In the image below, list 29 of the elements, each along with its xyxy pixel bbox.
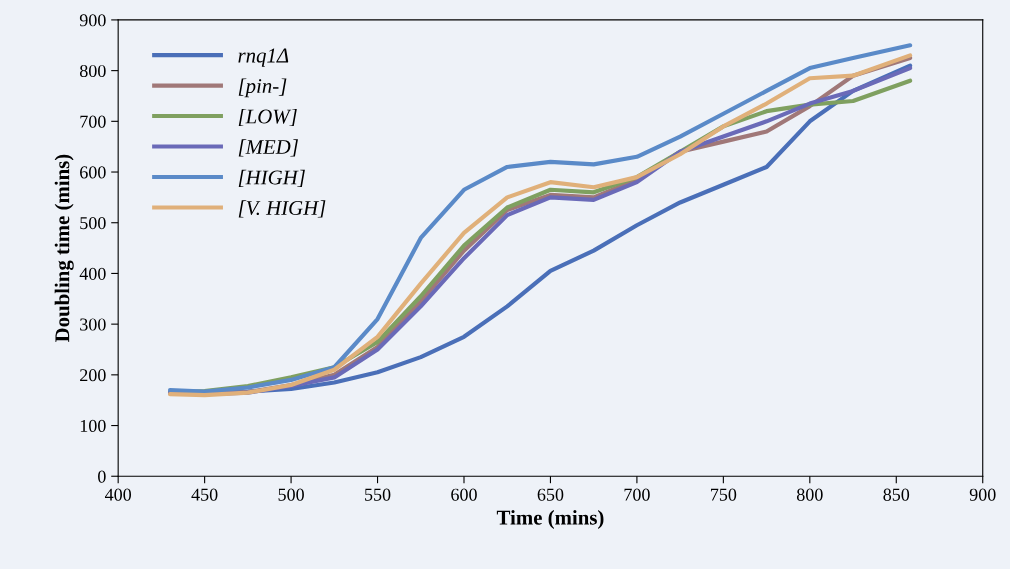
y-tick-label: 600 (80, 166, 106, 179)
y-tick-label: 300 (80, 318, 106, 331)
y-tick-label: 800 (79, 64, 106, 78)
y-tick-label: 400 (79, 267, 106, 280)
x-tick-label: 800 (796, 488, 823, 501)
x-tick-label: 600 (451, 488, 477, 501)
x-tick-label: 550 (365, 488, 391, 501)
y-tick-label: 700 (80, 115, 106, 128)
y-tick-label: 500 (80, 216, 106, 230)
legend-label: [HIGH] (238, 169, 305, 188)
x-tick-label: 400 (104, 488, 132, 501)
x-tick-label: 850 (883, 488, 910, 501)
x-tick-label: 700 (624, 488, 650, 501)
x-tick-label: 900 (969, 488, 996, 501)
legend-label: [MED] (238, 139, 298, 157)
legend-label: rnq1Δ (238, 48, 289, 67)
legend-label: [V. HIGH] (238, 200, 326, 218)
x-tick-label: 650 (537, 488, 564, 501)
y-axis-title: Doubling time (mins) (54, 154, 74, 343)
x-tick-label: 450 (191, 488, 218, 501)
x-tick-label: 500 (278, 488, 304, 501)
legend-label: [pin-] (238, 78, 287, 98)
y-tick-label: 900 (79, 14, 106, 27)
y-tick-label: 0 (98, 470, 106, 483)
x-tick-label: 750 (711, 488, 737, 501)
legend-label: [LOW] (238, 108, 297, 127)
y-tick-label: 100 (80, 419, 106, 432)
x-axis-title: Time (mins) (496, 509, 604, 529)
y-tick-label: 200 (80, 369, 106, 382)
